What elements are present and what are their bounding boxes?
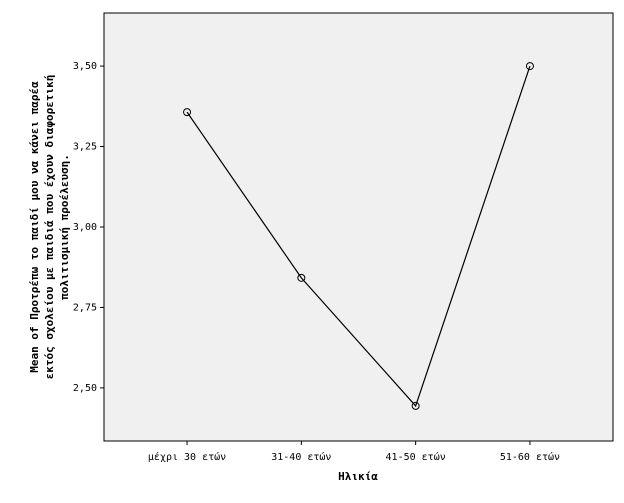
y-axis-title: Mean of Προτρέπω το παιδί μου να κάνει π… bbox=[28, 81, 41, 373]
plot-area bbox=[103, 12, 614, 442]
x-tick-label: 41-50 ετών bbox=[386, 451, 446, 463]
y-tick-label: 3,00 bbox=[73, 222, 97, 233]
y-tick-label: 3,25 bbox=[73, 142, 97, 153]
x-axis-title: Ηλικία bbox=[338, 470, 378, 483]
y-tick-label: 2,50 bbox=[73, 383, 97, 394]
data-point bbox=[297, 273, 306, 282]
x-tick-label: 51-60 ετών bbox=[500, 451, 560, 463]
data-point bbox=[411, 401, 420, 410]
data-line bbox=[186, 65, 531, 408]
y-axis-title: πολιτισμική προέλευση. bbox=[58, 154, 71, 300]
y-tick-label: 2,75 bbox=[73, 302, 97, 313]
y-tick-label: 3,50 bbox=[73, 61, 97, 72]
x-tick-label: 31-40 ετών bbox=[271, 451, 331, 463]
y-axis-title: εκτός σχολείου με παιδιά που έχουν διαφο… bbox=[43, 75, 56, 380]
data-point bbox=[183, 108, 192, 117]
data-point bbox=[525, 62, 534, 71]
x-tick-label: μέχρι 30 ετών bbox=[148, 451, 226, 463]
